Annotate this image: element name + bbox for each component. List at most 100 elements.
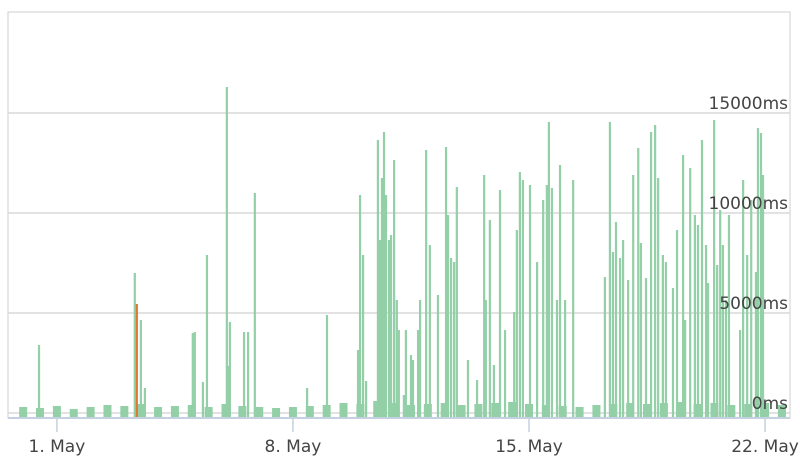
x-tick-label: 8. May bbox=[265, 437, 322, 457]
bar bbox=[498, 190, 502, 418]
bar bbox=[440, 403, 449, 418]
bar bbox=[676, 402, 685, 418]
bar bbox=[675, 230, 679, 418]
bar bbox=[756, 128, 760, 418]
bar bbox=[632, 175, 635, 418]
y-tick-label: 5000ms bbox=[719, 294, 788, 314]
bar bbox=[614, 222, 618, 418]
bar bbox=[721, 245, 724, 418]
bar bbox=[626, 403, 635, 418]
bar bbox=[484, 300, 487, 418]
bar bbox=[558, 406, 567, 418]
bar bbox=[397, 330, 400, 418]
bar bbox=[603, 277, 606, 418]
bar bbox=[376, 140, 380, 418]
bar bbox=[563, 300, 567, 418]
bar bbox=[724, 300, 728, 418]
bar bbox=[611, 252, 615, 418]
bar bbox=[689, 168, 692, 418]
bar bbox=[228, 322, 231, 418]
bar bbox=[238, 406, 247, 418]
bar bbox=[191, 333, 194, 418]
bar bbox=[436, 295, 440, 418]
bar bbox=[418, 300, 422, 418]
bar bbox=[466, 360, 470, 418]
bar bbox=[449, 258, 453, 418]
bar bbox=[339, 403, 348, 418]
x-tick-label: 1. May bbox=[29, 437, 86, 457]
bar bbox=[761, 175, 765, 418]
bar bbox=[664, 262, 668, 418]
bar bbox=[358, 195, 362, 418]
bar bbox=[404, 330, 408, 418]
bar bbox=[777, 405, 786, 418]
bar bbox=[411, 360, 415, 418]
bar bbox=[661, 255, 664, 418]
bar bbox=[618, 258, 622, 418]
y-tick-label: 0ms bbox=[752, 394, 788, 414]
bar bbox=[750, 200, 753, 418]
bar bbox=[515, 230, 518, 418]
bar bbox=[671, 288, 675, 418]
bar bbox=[547, 122, 550, 418]
x-tick-label: 15. May bbox=[495, 437, 563, 457]
bar bbox=[103, 405, 112, 418]
bar bbox=[491, 403, 500, 418]
bar bbox=[492, 365, 496, 418]
y-tick-label: 10000ms bbox=[709, 194, 789, 214]
bar bbox=[475, 380, 479, 418]
bar bbox=[706, 283, 710, 418]
bar bbox=[446, 215, 450, 418]
bar bbox=[654, 125, 657, 418]
bar bbox=[713, 120, 716, 418]
bar bbox=[704, 245, 708, 418]
bar bbox=[696, 225, 700, 418]
bar bbox=[380, 178, 384, 418]
bar bbox=[325, 315, 329, 418]
bar bbox=[305, 406, 314, 418]
bar bbox=[356, 350, 360, 418]
bar bbox=[143, 388, 147, 418]
bar bbox=[727, 405, 736, 418]
bar bbox=[378, 240, 382, 418]
bar bbox=[545, 185, 548, 418]
bar bbox=[761, 403, 770, 418]
bar bbox=[37, 345, 41, 418]
bar bbox=[592, 405, 601, 418]
bar bbox=[272, 408, 281, 418]
bar bbox=[133, 273, 136, 418]
bar bbox=[550, 188, 554, 418]
bar bbox=[365, 381, 368, 418]
bar bbox=[693, 215, 697, 418]
bar bbox=[288, 407, 297, 418]
bar bbox=[627, 280, 630, 418]
bar bbox=[382, 132, 386, 418]
bar bbox=[387, 240, 391, 418]
bar bbox=[255, 407, 264, 418]
bar bbox=[416, 330, 420, 418]
bar bbox=[423, 404, 432, 418]
bar bbox=[393, 160, 396, 418]
bar bbox=[746, 255, 749, 418]
bar bbox=[555, 300, 559, 418]
bar bbox=[575, 407, 584, 418]
bar bbox=[306, 388, 309, 418]
bar bbox=[521, 180, 525, 418]
bar bbox=[444, 147, 448, 418]
bar bbox=[542, 200, 545, 418]
bar bbox=[395, 300, 398, 418]
bar bbox=[139, 320, 142, 418]
bar bbox=[639, 243, 643, 418]
bar bbox=[428, 245, 431, 418]
bar bbox=[719, 210, 722, 418]
y-tick-label: 15000ms bbox=[709, 94, 789, 114]
bar bbox=[488, 220, 491, 418]
bar bbox=[409, 355, 413, 418]
bar bbox=[738, 330, 742, 418]
bar bbox=[425, 150, 428, 418]
bar bbox=[455, 187, 458, 418]
bar bbox=[637, 148, 640, 418]
bar bbox=[621, 240, 625, 418]
bar bbox=[535, 262, 539, 418]
